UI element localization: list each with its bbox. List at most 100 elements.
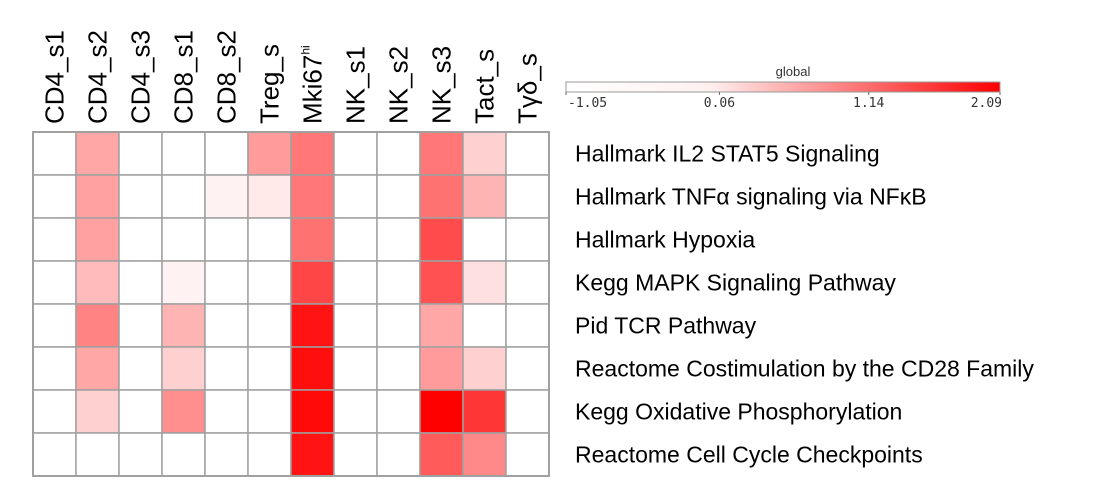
- heatmap-cell: [118, 131, 163, 176]
- legend-tick-label: -1.05: [568, 96, 607, 111]
- heatmap-cell: [32, 432, 77, 477]
- heatmap-cell: [32, 303, 77, 348]
- heatmap-cell: [204, 346, 249, 391]
- heatmap-cell: [204, 217, 249, 262]
- column-label: CD4_s1: [40, 30, 70, 124]
- row-label: Hallmark IL2 STAT5 Signaling: [575, 141, 880, 167]
- heatmap-cell: [290, 260, 335, 305]
- heatmap-cell: [204, 260, 249, 305]
- column-label: Tact_s: [470, 49, 500, 124]
- column-label-text: CD8_s2: [212, 30, 242, 124]
- column-label: CD4_s3: [126, 30, 156, 124]
- heatmap-cell: [290, 432, 335, 477]
- heatmap-cell: [290, 346, 335, 391]
- column-label: NK_s1: [341, 46, 371, 124]
- legend-tick-label: 0.06: [704, 96, 735, 111]
- column-label-text: CD8_s1: [169, 30, 199, 124]
- column-label: Tγδ_s: [513, 53, 543, 124]
- column-label-text: Tγδ_s: [513, 53, 543, 124]
- column-label-text: Treg_s: [255, 44, 285, 124]
- heatmap-cell: [333, 131, 378, 176]
- column-label: Mki67hi: [298, 45, 328, 124]
- heatmap-cell: [118, 389, 163, 434]
- heatmap-cell: [462, 131, 507, 176]
- heatmap-cell: [333, 303, 378, 348]
- row-label: Kegg Oxidative Phosphorylation: [575, 399, 902, 425]
- heatmap-cell: [247, 260, 292, 305]
- heatmap-cell: [419, 432, 464, 477]
- legend-tick-label: 2.09: [971, 96, 1002, 111]
- column-label: CD8_s2: [212, 30, 242, 124]
- heatmap-cell: [161, 174, 206, 219]
- row-label: Pid TCR Pathway: [575, 313, 757, 339]
- heatmap-cell: [462, 303, 507, 348]
- row-labels: Hallmark IL2 STAT5 Signaling Hallmark TNF…: [575, 141, 1034, 468]
- heatmap-cell: [376, 131, 421, 176]
- legend-ticks: -1.05 0.06 1.14 2.09: [565, 92, 1002, 111]
- heatmap-cell: [419, 217, 464, 262]
- heatmap-cell: [505, 217, 550, 262]
- heatmap-cell: [32, 131, 77, 176]
- heatmap-cell: [204, 389, 249, 434]
- heatmap-cell: [505, 131, 550, 176]
- heatmap-cell: [161, 303, 206, 348]
- column-label-text: CD4_s3: [126, 30, 156, 124]
- legend-tick-label: 1.14: [853, 96, 884, 111]
- column-label-text: CD4_s2: [83, 30, 113, 124]
- heatmap-cell: [376, 217, 421, 262]
- heatmap-cell: [247, 389, 292, 434]
- heatmap-cell: [333, 389, 378, 434]
- heatmap-cell: [32, 389, 77, 434]
- heatmap-cell: [462, 174, 507, 219]
- column-label: NK_s3: [427, 46, 457, 124]
- heatmap-cell: [118, 217, 163, 262]
- column-label: Treg_s: [255, 44, 285, 124]
- heatmap-cell: [462, 346, 507, 391]
- heatmap-cell: [161, 260, 206, 305]
- heatmap-cell: [247, 131, 292, 176]
- heatmap-cell: [247, 174, 292, 219]
- heatmap-cell: [290, 303, 335, 348]
- heatmap-cell: [333, 432, 378, 477]
- heatmap-cell: [247, 303, 292, 348]
- heatmap-cell: [419, 389, 464, 434]
- heatmap-cell: [333, 346, 378, 391]
- heatmap-cell: [32, 174, 77, 219]
- heatmap-cell: [247, 346, 292, 391]
- row-label: Hallmark Hypoxia: [575, 227, 755, 253]
- heatmap-cell: [462, 260, 507, 305]
- heatmap-cell: [161, 131, 206, 176]
- heatmap-cell: [290, 174, 335, 219]
- heatmap-cell: [161, 432, 206, 477]
- heatmap-cell: [376, 174, 421, 219]
- heatmap-cell: [75, 174, 120, 219]
- column-label-text: NK_s3: [427, 46, 457, 124]
- heatmap-cell: [32, 346, 77, 391]
- heatmap-cell: [75, 217, 120, 262]
- heatmap-cell: [376, 346, 421, 391]
- heatmap-cell: [75, 389, 120, 434]
- heatmap-cell: [419, 346, 464, 391]
- heatmap-cell: [75, 346, 120, 391]
- legend-title: global: [776, 64, 811, 79]
- heatmap-cell: [376, 260, 421, 305]
- heatmap-cell: [290, 131, 335, 176]
- heatmap-cell: [376, 432, 421, 477]
- heatmap-cell: [118, 346, 163, 391]
- heatmap-cell: [118, 260, 163, 305]
- heatmap-cell: [333, 260, 378, 305]
- heatmap-cell: [247, 217, 292, 262]
- column-label-text: Mki67: [298, 55, 328, 124]
- heatmap-cell: [462, 217, 507, 262]
- heatmap-cell: [204, 432, 249, 477]
- heatmap-cell: [75, 260, 120, 305]
- column-label: CD4_s2: [83, 30, 113, 124]
- row-label: Kegg MAPK Signaling Pathway: [575, 270, 896, 296]
- legend-gradient-bar: [565, 81, 1001, 93]
- column-labels: CD4_s1 CD4_s2 CD4_s3 CD8_s1 CD8_s2 Treg_s Mki6…: [40, 30, 543, 124]
- row-label: Reactome Costimulation by the CD28 Famil…: [575, 356, 1034, 382]
- heatmap-cell: [462, 432, 507, 477]
- heatmap-cell: [75, 432, 120, 477]
- heatmap-cell: [333, 174, 378, 219]
- heatmap-cell: [290, 217, 335, 262]
